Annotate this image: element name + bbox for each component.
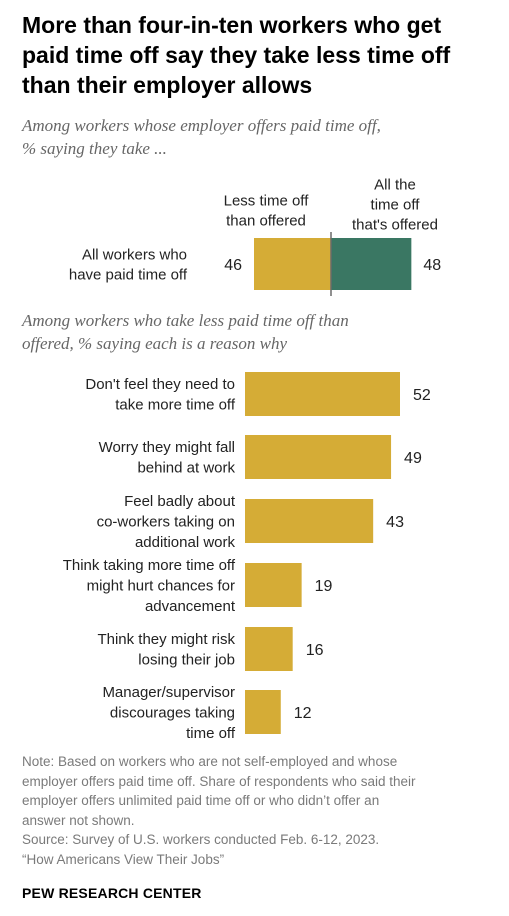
category-label: losing their job xyxy=(138,652,235,669)
note-line: answer not shown. xyxy=(22,812,135,828)
data-label: 49 xyxy=(404,450,422,467)
legend-label-all-time-off: that's offered xyxy=(352,216,438,233)
category-label: Feel badly about xyxy=(124,493,236,510)
category-label: time off xyxy=(186,725,236,742)
chart-note: Note: Based on workers who are not self-… xyxy=(22,752,502,869)
source-line: “How Americans View Their Jobs” xyxy=(22,851,225,867)
data-label: 16 xyxy=(306,642,324,659)
bar-less-time-off xyxy=(254,238,331,290)
chart-subtitle-2: Among workers who take less paid time of… xyxy=(22,309,492,355)
subtitle-line: Among workers who take less paid time of… xyxy=(22,311,349,330)
legend-label-all-time-off: All the xyxy=(374,176,416,193)
category-label: have paid time off xyxy=(69,266,188,283)
subtitle-line: % saying they take ... xyxy=(22,139,167,158)
bar xyxy=(245,372,400,416)
category-label: co-workers taking on xyxy=(97,513,235,530)
legend-label-all-time-off: time off xyxy=(371,196,421,213)
source-line: Source: Survey of U.S. workers conducted… xyxy=(22,832,380,847)
data-label: 19 xyxy=(315,578,333,595)
category-label: Worry they might fall xyxy=(99,439,235,456)
bar xyxy=(245,563,302,607)
category-label: behind at work xyxy=(137,460,235,477)
bar-all-time-off xyxy=(331,238,412,290)
note-line: employer offers unlimited paid time off … xyxy=(22,793,380,808)
category-label: discourages taking xyxy=(110,704,235,721)
subtitle-line: offered, % saying each is a reason why xyxy=(22,334,288,353)
pew-logo-text: PEW RESEARCH CENTER xyxy=(22,885,202,901)
category-label: take more time off xyxy=(115,397,236,414)
bar xyxy=(245,627,293,671)
data-label: 48 xyxy=(423,257,441,274)
category-label: additional work xyxy=(135,534,236,551)
category-label: Manager/supervisor xyxy=(102,684,235,701)
category-label: Think they might risk xyxy=(97,631,235,648)
legend-label-less-time-off: Less time off xyxy=(224,192,310,209)
bar xyxy=(245,499,374,543)
data-label: 46 xyxy=(224,257,242,274)
category-label: Think taking more time off xyxy=(63,557,236,574)
data-label: 43 xyxy=(386,514,404,531)
subtitle-line: Among workers whose employer offers paid… xyxy=(22,116,381,135)
note-line: Note: Based on workers who are not self-… xyxy=(22,754,398,769)
category-label: Don't feel they need to xyxy=(85,376,235,393)
bar xyxy=(245,690,281,734)
note-line: employer offers paid time off. Share of … xyxy=(22,773,416,789)
data-label: 12 xyxy=(294,705,312,722)
category-label: might hurt chances for xyxy=(87,577,235,594)
title-line: More than four-in-ten workers who get xyxy=(22,12,442,38)
legend-label-less-time-off: than offered xyxy=(226,212,306,229)
title-line: than their employer allows xyxy=(22,72,313,98)
title-line: paid time off say they take less time of… xyxy=(22,42,451,68)
category-label: advancement xyxy=(145,598,236,615)
data-label: 52 xyxy=(413,387,431,404)
chart-title: More than four-in-ten workers who get pa… xyxy=(22,10,502,100)
bar xyxy=(245,435,392,479)
category-label: All workers who xyxy=(82,246,187,263)
chart-subtitle-1: Among workers whose employer offers paid… xyxy=(22,114,492,160)
